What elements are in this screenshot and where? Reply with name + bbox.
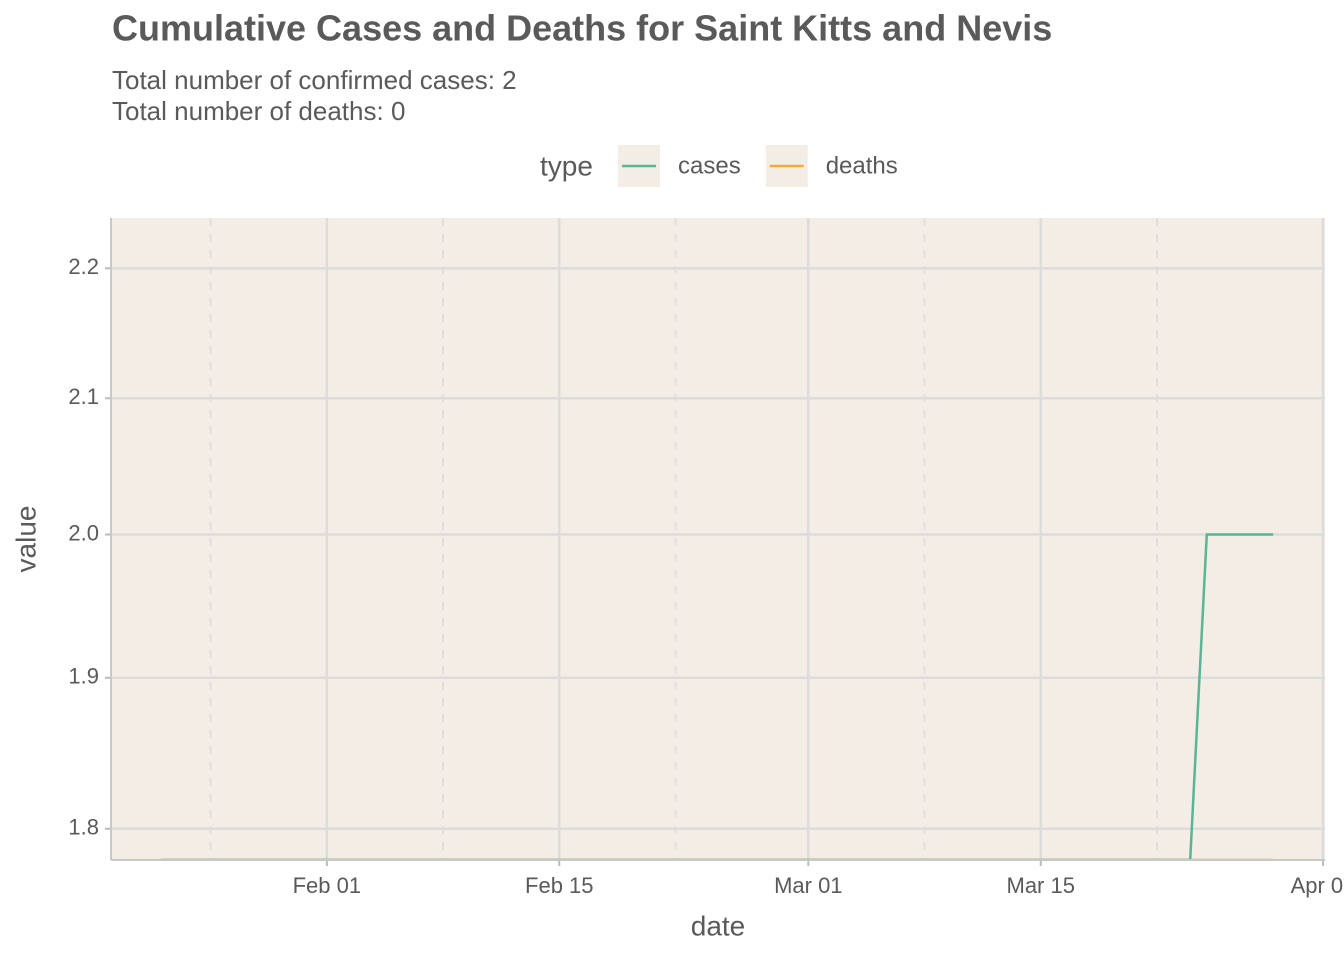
x-tick-label: Apr 01 — [1291, 873, 1344, 898]
plot-background — [111, 218, 1325, 860]
x-tick-label: Feb 01 — [293, 873, 362, 898]
legend-title: type — [540, 150, 593, 181]
y-tick-label: 1.9 — [68, 664, 99, 689]
subtitle: Total number of deaths: 0 — [112, 96, 405, 126]
x-tick-label: Mar 01 — [774, 873, 842, 898]
chart-title: Cumulative Cases and Deaths for Saint Ki… — [112, 8, 1052, 49]
subtitle: Total number of confirmed cases: 2 — [112, 65, 517, 95]
y-tick-label: 2.0 — [68, 520, 99, 545]
x-tick-label: Feb 15 — [525, 873, 594, 898]
x-tick-label: Mar 15 — [1007, 873, 1075, 898]
y-tick-label: 1.8 — [68, 815, 99, 840]
y-tick-label: 2.1 — [68, 384, 99, 409]
legend-label: cases — [678, 152, 741, 179]
legend-label: deaths — [826, 152, 898, 179]
y-axis-title: value — [10, 506, 41, 573]
x-axis-title: date — [691, 910, 746, 941]
y-tick-label: 2.2 — [68, 254, 99, 279]
